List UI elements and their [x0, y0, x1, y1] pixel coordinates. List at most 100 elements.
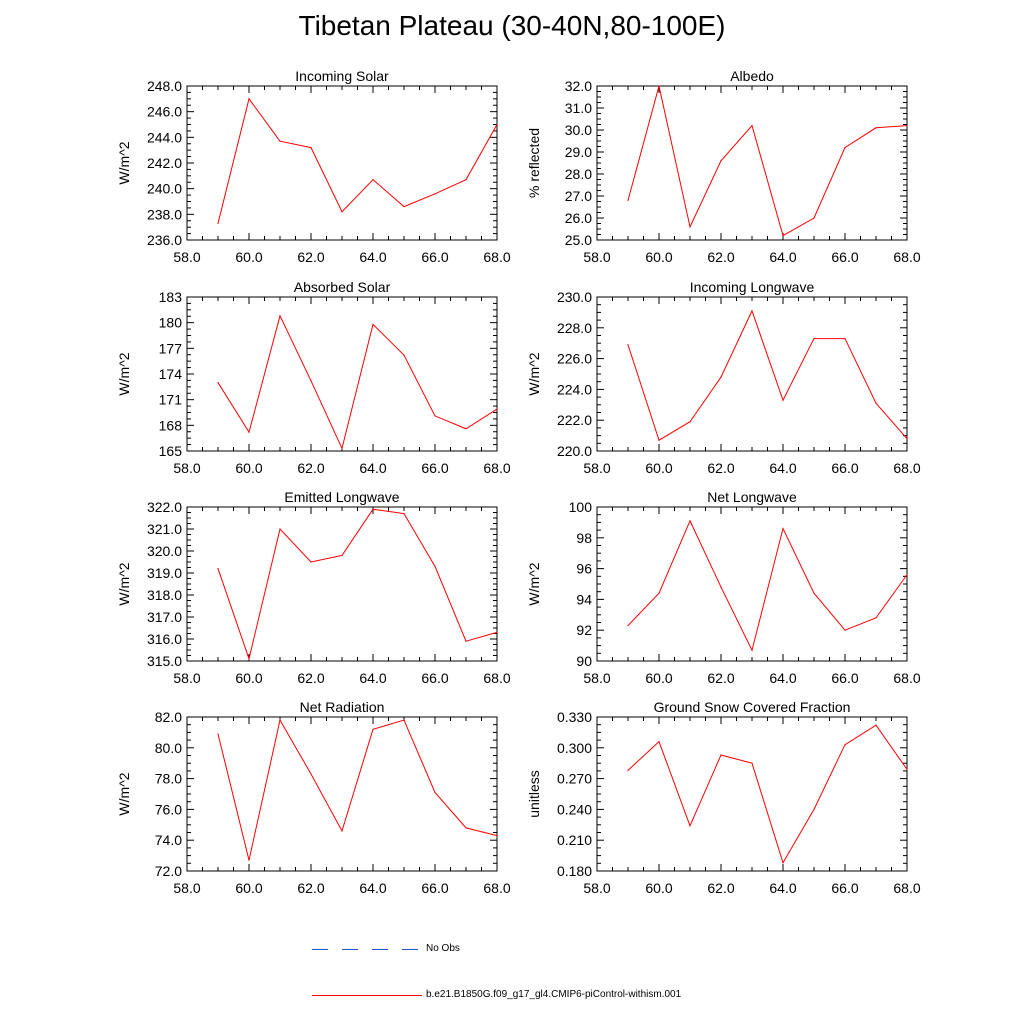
x-tick-label: 68.0	[483, 249, 510, 265]
x-tick-label: 58.0	[173, 249, 200, 265]
x-tick-label: 58.0	[583, 670, 610, 686]
series-line	[627, 309, 908, 441]
data-point	[689, 825, 691, 827]
y-tick-label: 168	[159, 417, 183, 433]
data-point	[310, 380, 312, 382]
y-tick-label: 171	[159, 392, 183, 408]
y-tick-label: 224.0	[557, 381, 592, 397]
data-point	[372, 323, 374, 325]
y-tick-label: 96	[576, 561, 592, 577]
y-axis-label: W/m^2	[116, 772, 132, 815]
x-tick-label: 68.0	[483, 880, 510, 896]
y-tick-label: 222.0	[557, 412, 592, 428]
data-point	[689, 421, 691, 423]
y-tick-label: 165	[159, 443, 183, 459]
data-point	[751, 762, 753, 764]
data-point	[248, 98, 250, 100]
legend-obs-label: No Obs	[426, 943, 460, 954]
plot-frame	[596, 506, 908, 662]
data-point	[906, 574, 908, 576]
chart-title: Albedo	[730, 68, 774, 84]
y-tick-label: 322.0	[147, 499, 182, 515]
data-point	[465, 640, 467, 642]
data-point	[844, 147, 846, 149]
x-tick-label: 66.0	[831, 670, 858, 686]
y-tick-label: 0.270	[557, 771, 592, 787]
y-tick-label: 318.0	[147, 587, 182, 603]
x-tick-label: 68.0	[483, 670, 510, 686]
data-point	[813, 337, 815, 340]
y-tick-label: 26.0	[565, 210, 592, 226]
chart-title: Incoming Solar	[295, 68, 389, 84]
y-axis-label: unitless	[526, 770, 542, 817]
y-tick-label: 94	[576, 591, 592, 607]
y-tick-label: 315.0	[147, 653, 182, 669]
data-point	[658, 741, 660, 743]
data-point	[248, 431, 250, 433]
y-axis-label: W/m^2	[116, 141, 132, 184]
x-tick-label: 62.0	[707, 249, 734, 265]
y-tick-label: 0.300	[557, 740, 592, 756]
data-point	[279, 528, 281, 530]
x-tick-label: 68.0	[483, 460, 510, 476]
data-point	[906, 438, 908, 440]
chart-net-longwave: 58.0 60.0 62.0 64.0 66.0 68.0 90 92 94 96 98 100 Net…	[526, 489, 921, 686]
y-tick-label: 319.0	[147, 565, 182, 581]
y-tick-label: 29.0	[565, 144, 592, 160]
data-point	[720, 586, 722, 588]
y-tick-label: 90	[576, 653, 592, 669]
data-point	[434, 791, 436, 794]
data-point	[720, 160, 722, 162]
data-point	[875, 724, 877, 726]
legend-obs-line	[312, 949, 422, 950]
y-tick-label: 74.0	[155, 832, 182, 848]
x-tick-label: 62.0	[297, 460, 324, 476]
data-point	[434, 565, 436, 568]
x-tick-label: 58.0	[583, 460, 610, 476]
y-tick-label: 98	[576, 530, 592, 546]
data-point	[906, 768, 908, 770]
data-point	[279, 315, 281, 317]
x-tick-label: 68.0	[893, 249, 920, 265]
data-point	[403, 354, 405, 356]
y-tick-label: 0.180	[557, 863, 592, 879]
y-tick-label: 238.0	[147, 206, 182, 222]
x-tick-label: 64.0	[359, 460, 386, 476]
data-point	[658, 592, 660, 594]
x-tick-label: 66.0	[831, 880, 858, 896]
legend-obs: No Obs	[312, 940, 512, 960]
data-point	[465, 827, 467, 829]
x-tick-label: 60.0	[235, 670, 262, 686]
x-tick-label: 66.0	[421, 670, 448, 686]
y-axis-label: W/m^2	[526, 562, 542, 605]
x-tick-label: 60.0	[235, 880, 262, 896]
y-tick-label: 317.0	[147, 609, 182, 625]
y-tick-label: 27.0	[565, 188, 592, 204]
data-point	[782, 862, 784, 864]
y-tick-label: 76.0	[155, 801, 182, 817]
data-point	[658, 85, 660, 87]
data-point	[279, 719, 281, 721]
y-tick-label: 0.330	[557, 709, 592, 725]
x-tick-label: 58.0	[173, 460, 200, 476]
y-tick-label: 0.240	[557, 801, 592, 817]
data-point	[751, 649, 753, 651]
legend-model-label: b.e21.B1850G.f09_g17_gl4.CMIP6-piControl…	[426, 989, 682, 1000]
x-tick-label: 58.0	[583, 880, 610, 896]
series-line	[627, 85, 908, 237]
x-tick-label: 62.0	[707, 670, 734, 686]
chart-title: Emitted Longwave	[284, 489, 399, 505]
data-point	[248, 859, 250, 861]
chart-net-radiation: 58.0 60.0 62.0 64.0 66.0 68.0 72.0 74.0 76.0 78.0…	[116, 699, 511, 896]
data-point	[465, 428, 467, 430]
chart-title: Incoming Longwave	[690, 279, 815, 295]
data-point	[496, 408, 498, 410]
plot-frame	[596, 296, 908, 452]
data-point	[875, 617, 877, 619]
plot-frame	[596, 85, 908, 241]
data-point	[751, 310, 753, 312]
x-tick-label: 66.0	[831, 249, 858, 265]
data-point	[217, 381, 219, 384]
data-point	[844, 744, 846, 746]
